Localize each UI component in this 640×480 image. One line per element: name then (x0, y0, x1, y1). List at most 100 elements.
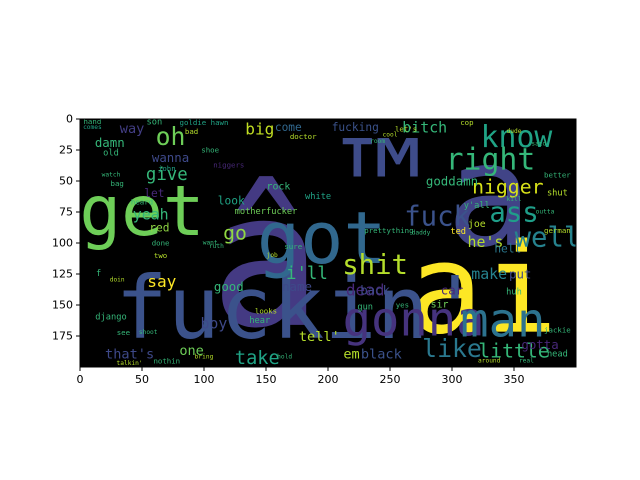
cloud-word: thing (391, 226, 413, 235)
cloud-word: say (147, 272, 176, 291)
cloud-word: ruth (209, 243, 224, 250)
cloud-word: oh (156, 122, 186, 151)
cloud-word: ™ (343, 111, 425, 270)
cloud-word: daddy (412, 230, 431, 237)
x-axis: 0 50 100 150 200 250 300 350 (77, 367, 525, 386)
x-tick-label: 0 (77, 373, 84, 386)
cloud-word: huh (506, 288, 522, 298)
cloud-word: motherfucker (235, 207, 298, 217)
cloud-word: fucking (332, 121, 379, 134)
cloud-word: gotta (521, 337, 558, 352)
cloud-word: name (282, 279, 312, 294)
cloud-word: cop (460, 118, 473, 127)
cloud-word: job (267, 252, 278, 259)
y-tick-label: 75 (59, 206, 73, 219)
y-tick-label: 175 (52, 330, 73, 343)
cloud-word: looks (255, 307, 277, 316)
x-tick-label: 200 (318, 373, 339, 386)
y-tick-label: 0 (66, 113, 73, 126)
cloud-word: son (147, 118, 163, 128)
cloud-word: done (152, 239, 170, 248)
cloud-word: come (275, 121, 302, 134)
cloud-word: little (478, 339, 549, 362)
cloud-word: put (509, 267, 531, 282)
cloud-word: two (154, 251, 167, 260)
cloud-word: old (103, 149, 119, 159)
cloud-word: said (531, 140, 546, 147)
x-tick-label: 50 (135, 373, 149, 386)
cloud-word: dude (507, 128, 522, 135)
cloud-word: goddamn (426, 174, 478, 189)
cloud-word: shoe (201, 146, 219, 155)
cloud-word: get (79, 172, 204, 252)
cloud-word: f (96, 269, 101, 279)
cloud-word: white (305, 192, 331, 202)
cloud-word: head (547, 350, 568, 360)
wordcloud-background (80, 119, 576, 367)
cloud-word: around (478, 357, 501, 364)
x-tick-label: 300 (442, 373, 463, 386)
cloud-word: joe (468, 219, 486, 230)
cloud-word: nigger (472, 176, 544, 199)
cloud-word: got (257, 196, 387, 280)
cloud-word: a (446, 113, 532, 279)
y-axis: 0 25 50 75 100 125 150 175 (52, 113, 80, 343)
y-tick-label: 100 (52, 237, 73, 250)
cloud-word: he's (468, 233, 504, 251)
cloud-word: em (343, 347, 359, 363)
cloud-word: go (223, 222, 247, 245)
x-tick-label: 150 (256, 373, 277, 386)
cloud-word: car (441, 283, 463, 298)
cloud-word: fuck (404, 201, 470, 232)
cloud-word: well (515, 223, 581, 254)
cloud-word: jackie (544, 325, 571, 334)
y-tick-label: 150 (52, 299, 73, 312)
cloud-word: heard (131, 198, 153, 207)
cloud-word: shit (342, 250, 408, 281)
cloud-word: cool (383, 132, 398, 139)
cloud-word: fuckin' (115, 258, 481, 359)
cloud-word: â (210, 152, 322, 369)
x-tick-label: 250 (380, 373, 401, 386)
cloud-word: goldie hawn (180, 118, 229, 127)
cloud-word: talkin' (117, 360, 143, 367)
cloud-word: y'all (464, 201, 490, 211)
cloud-word: doctor (290, 132, 317, 141)
cloud-word: i'll (286, 264, 328, 284)
cloud-word: let's (395, 124, 417, 133)
cloud-word: black (361, 347, 402, 363)
cloud-word: yeah (133, 205, 169, 223)
cloud-word: way (120, 121, 145, 137)
cloud-word: real (519, 357, 534, 364)
cloud-word: look (218, 194, 245, 207)
cloud-word: john (158, 164, 176, 173)
cloud-word: one (179, 343, 204, 359)
cloud-word: outta (536, 209, 555, 216)
cloud-word: give (146, 165, 188, 185)
cloud-word: django (95, 312, 126, 322)
cloud-word: damn (95, 135, 125, 150)
cloud-word: boy (200, 315, 227, 333)
cloud-word: see (117, 328, 131, 337)
cloud-word: yes (396, 301, 409, 310)
cloud-word: gonna (343, 292, 485, 347)
cloud-word: sir (431, 300, 449, 311)
cloud-word: want (203, 240, 218, 247)
cloud-word: that's (105, 347, 154, 363)
cloud-word: tell' (299, 329, 340, 345)
y-tick-label: 50 (59, 175, 73, 188)
cloud-word: big (245, 119, 274, 138)
cloud-word: hell (494, 243, 521, 256)
cloud-word: ass (489, 198, 538, 229)
cloud-word: comes (83, 124, 102, 131)
cloud-word: make (471, 265, 507, 283)
x-tick-label: 350 (504, 373, 525, 386)
y-tick-label: 125 (52, 268, 73, 281)
cloud-word: shoot (139, 329, 158, 336)
cloud-word: hold (277, 354, 292, 361)
cloud-word: nothin (153, 356, 180, 365)
cloud-word: bring (195, 354, 214, 361)
cloud-word: gun (357, 302, 373, 312)
